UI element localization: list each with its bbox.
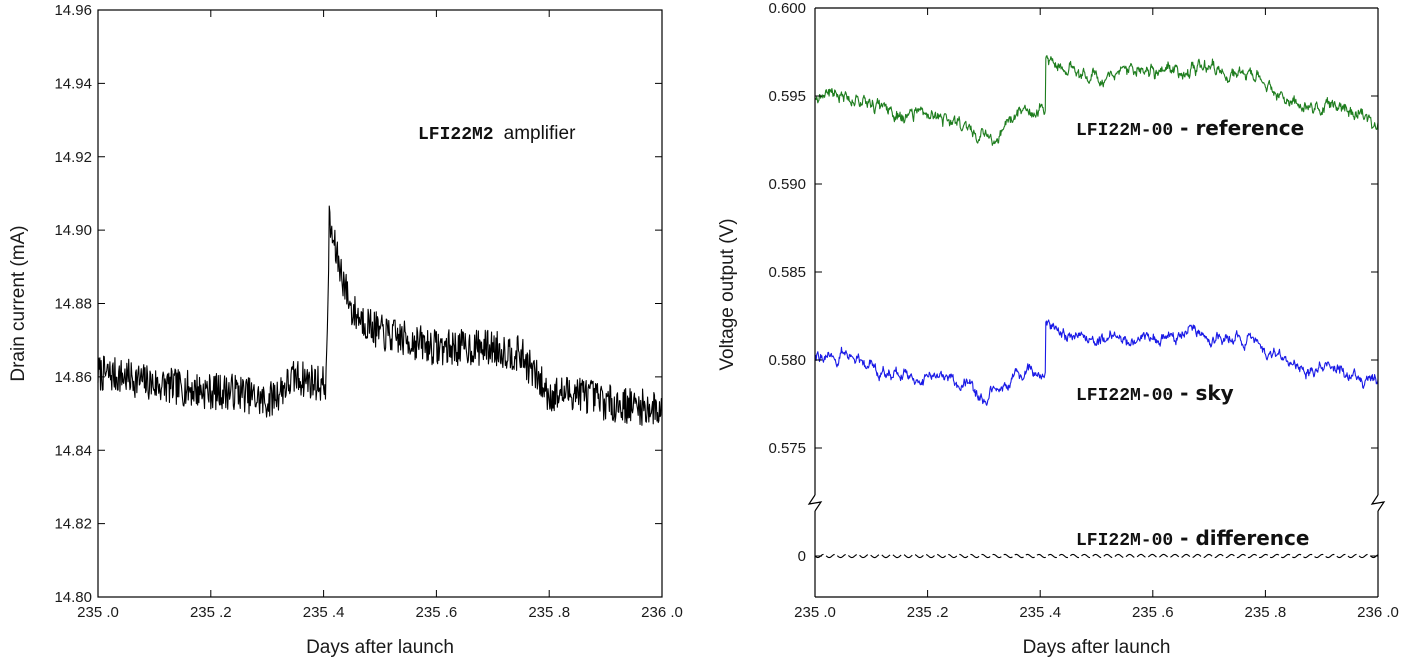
y-tick-label: 14.88 (54, 296, 92, 313)
y-tick-label: 14.92 (54, 149, 92, 166)
x-tick-label: 235 .4 (303, 604, 345, 621)
series-label-device: LFI22M-00 (1076, 386, 1173, 406)
series-label-name: - reference (1173, 116, 1304, 140)
annotation-device: LFI22M2 (418, 125, 494, 145)
reference-line (814, 55, 1379, 146)
difference-label: LFI22M-00 - difference (1076, 526, 1309, 551)
x-axis-title: Days after launch (306, 637, 454, 658)
y-tick-label: 0.600 (768, 0, 806, 17)
sky-line (814, 319, 1379, 406)
series-label-device: LFI22M-00 (1076, 121, 1173, 141)
y-tick-label: 0.580 (768, 352, 806, 369)
x-tick-label: 235 .4 (1019, 604, 1061, 621)
annotation-text: amplifier (504, 123, 576, 144)
axis-break-icon (807, 494, 823, 512)
y-axis-title: Drain current (mA) (8, 225, 29, 381)
y-axis-title: Voltage output (V) (717, 218, 738, 370)
series-label-name: - sky (1173, 381, 1233, 405)
x-tick-label: 235 .0 (77, 604, 119, 621)
y-tick-label: 0 (798, 548, 806, 565)
drain-current-line (97, 205, 663, 426)
axis-break-icon (1370, 494, 1386, 512)
y-tick-label: 0.575 (768, 440, 806, 457)
y-tick-label: 14.82 (54, 516, 92, 533)
x-tick-label: 236 .0 (641, 604, 683, 621)
y-tick-label: 14.96 (54, 2, 92, 19)
difference-line (814, 553, 1379, 559)
series-label-name: - difference (1173, 526, 1309, 550)
x-tick-label: 235 .6 (416, 604, 458, 621)
y-tick-label: 14.86 (54, 369, 92, 386)
left-chart-panel: 14.80 14.82 14.84 14.86 14.88 14.90 14.92 14.94… (8, 2, 683, 658)
x-tick-label: 235 .8 (1245, 604, 1287, 621)
x-tick-label: 235 .2 (190, 604, 232, 621)
x-tick-label: 235 .6 (1132, 604, 1174, 621)
reference-label: LFI22M-00 - reference (1076, 116, 1304, 141)
x-tick-label: 235 .0 (794, 604, 836, 621)
y-tick-label: 0.590 (768, 176, 806, 193)
x-tick-label: 235 .8 (528, 604, 570, 621)
series-label-device: LFI22M-00 (1076, 531, 1173, 551)
plot-frame (97, 9, 663, 598)
x-tick-label: 235 .2 (907, 604, 949, 621)
y-tick-label: 0.585 (768, 264, 806, 281)
y-tick-label: 0.595 (768, 88, 806, 105)
y-tick-label: 14.94 (54, 75, 92, 92)
y-tick-label: 14.80 (54, 589, 92, 606)
x-tick-label: 236 .0 (1357, 604, 1399, 621)
sky-label: LFI22M-00 - sky (1076, 381, 1234, 406)
y-tick-label: 14.90 (54, 222, 92, 239)
x-axis-title: Days after launch (1023, 637, 1171, 658)
y-tick-label: 14.84 (54, 442, 92, 459)
right-chart-panel: 0.575 0.580 0.585 0.590 0.595 0.600 0 235 .0 235… (717, 0, 1399, 658)
chart-annotation: LFI22M2 amplifier (418, 123, 576, 145)
